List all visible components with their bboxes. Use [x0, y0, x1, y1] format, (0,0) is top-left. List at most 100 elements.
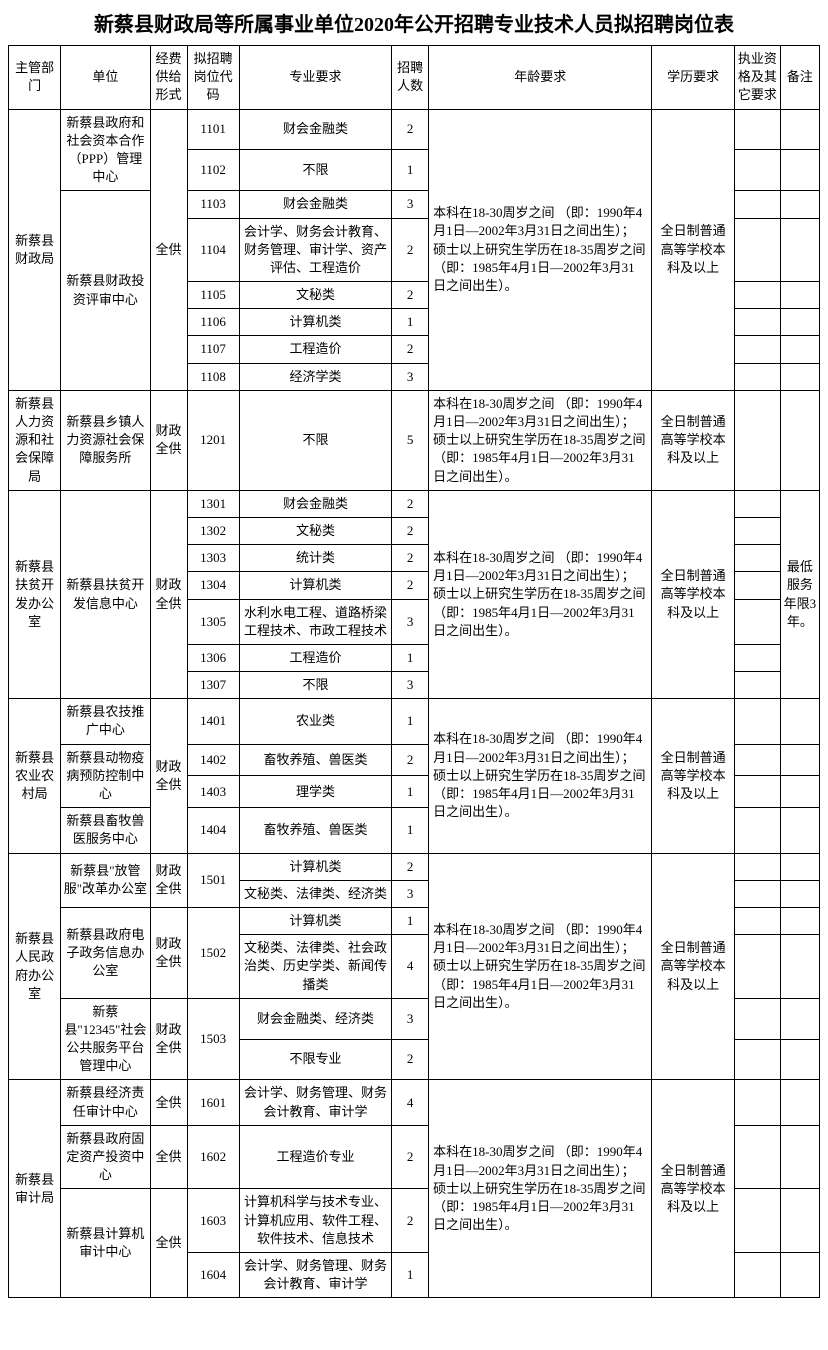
- cell-unit: 新蔡县农技推广中心: [61, 699, 150, 744]
- cell-major: 不限: [239, 150, 391, 191]
- cell-note: [780, 808, 819, 853]
- cell-major: 财会金融类: [239, 191, 391, 218]
- cell-code: 1604: [187, 1252, 239, 1297]
- cell-note: 最低服务年限3年。: [780, 490, 819, 699]
- cell-num: 5: [392, 390, 429, 490]
- cell-qual: [735, 1189, 781, 1253]
- cell-note: [780, 336, 819, 363]
- cell-qual: [735, 935, 781, 999]
- cell-num: 2: [392, 744, 429, 776]
- cell-note: [780, 1080, 819, 1125]
- cell-unit: 新蔡县扶贫开发信息中心: [61, 490, 150, 699]
- th-code: 拟招聘岗位代码: [187, 46, 239, 110]
- cell-qual: [735, 880, 781, 907]
- cell-note: [780, 776, 819, 808]
- cell-qual: [735, 672, 781, 699]
- cell-code: 1601: [187, 1080, 239, 1125]
- cell-code: 1304: [187, 572, 239, 599]
- cell-note: [780, 935, 819, 999]
- cell-dept: 新蔡县财政局: [9, 109, 61, 390]
- cell-note: [780, 744, 819, 776]
- cell-major: 会计学、财务管理、财务会计教育、审计学: [239, 1080, 391, 1125]
- cell-qual: [735, 336, 781, 363]
- recruit-table: 主管部门 单位 经费供给形式 拟招聘岗位代码 专业要求 招聘人数 年龄要求 学历…: [8, 45, 820, 1298]
- cell-qual: [735, 998, 781, 1039]
- cell-age: 本科在18-30周岁之间 （即：1990年4月1日—2002年3月31日之间出生…: [429, 390, 652, 490]
- cell-unit: 新蔡县畜牧兽医服务中心: [61, 808, 150, 853]
- cell-num: 2: [392, 1039, 429, 1080]
- cell-major: 工程造价: [239, 644, 391, 671]
- cell-major: 文秘类: [239, 282, 391, 309]
- cell-unit: 新蔡县"放管服"改革办公室: [61, 853, 150, 907]
- cell-qual: [735, 1039, 781, 1080]
- th-major: 专业要求: [239, 46, 391, 110]
- cell-dept: 新蔡县人民政府办公室: [9, 853, 61, 1080]
- cell-fund: 财政全供: [150, 490, 187, 699]
- cell-num: 1: [392, 644, 429, 671]
- cell-note: [780, 390, 819, 490]
- cell-num: 1: [392, 150, 429, 191]
- cell-major: 计算机类: [239, 309, 391, 336]
- cell-unit: 新蔡县乡镇人力资源社会保障服务所: [61, 390, 150, 490]
- cell-num: 2: [392, 853, 429, 880]
- cell-unit: 新蔡县政府电子政务信息办公室: [61, 907, 150, 998]
- cell-edu: 全日制普通高等学校本科及以上: [652, 490, 735, 699]
- cell-age: 本科在18-30周岁之间 （即：1990年4月1日—2002年3月31日之间出生…: [429, 1080, 652, 1298]
- cell-note: [780, 191, 819, 218]
- cell-num: 4: [392, 935, 429, 999]
- cell-major: 统计类: [239, 545, 391, 572]
- cell-code: 1503: [187, 998, 239, 1080]
- cell-major: 水利水电工程、道路桥梁工程技术、市政工程技术: [239, 599, 391, 644]
- table-row: 新蔡县财政局 新蔡县政府和社会资本合作（PPP）管理中心 全供 1101 财会金…: [9, 109, 820, 150]
- cell-num: 2: [392, 517, 429, 544]
- cell-code: 1303: [187, 545, 239, 572]
- th-num: 招聘人数: [392, 46, 429, 110]
- header-row: 主管部门 单位 经费供给形式 拟招聘岗位代码 专业要求 招聘人数 年龄要求 学历…: [9, 46, 820, 110]
- cell-code: 1104: [187, 218, 239, 282]
- cell-edu: 全日制普通高等学校本科及以上: [652, 699, 735, 853]
- cell-qual: [735, 109, 781, 150]
- cell-qual: [735, 853, 781, 880]
- cell-unit: 新蔡县政府固定资产投资中心: [61, 1125, 150, 1189]
- cell-code: 1305: [187, 599, 239, 644]
- cell-code: 1603: [187, 1189, 239, 1253]
- cell-qual: [735, 599, 781, 644]
- cell-note: [780, 1252, 819, 1297]
- cell-major: 工程造价专业: [239, 1125, 391, 1189]
- cell-code: 1306: [187, 644, 239, 671]
- cell-num: 1: [392, 309, 429, 336]
- th-unit: 单位: [61, 46, 150, 110]
- cell-qual: [735, 808, 781, 853]
- cell-qual: [735, 191, 781, 218]
- cell-code: 1101: [187, 109, 239, 150]
- cell-major: 文秘类、法律类、社会政治类、历史学类、新闻传播类: [239, 935, 391, 999]
- cell-major: 经济学类: [239, 363, 391, 390]
- cell-major: 计算机类: [239, 907, 391, 934]
- cell-qual: [735, 644, 781, 671]
- th-qual: 执业资格及其它要求: [735, 46, 781, 110]
- cell-qual: [735, 490, 781, 517]
- cell-num: 1: [392, 808, 429, 853]
- cell-num: 4: [392, 1080, 429, 1125]
- cell-major: 畜牧养殖、兽医类: [239, 808, 391, 853]
- cell-note: [780, 363, 819, 390]
- cell-code: 1401: [187, 699, 239, 744]
- cell-num: 2: [392, 1189, 429, 1253]
- cell-fund: 财政全供: [150, 699, 187, 853]
- cell-qual: [735, 363, 781, 390]
- cell-dept: 新蔡县农业农村局: [9, 699, 61, 853]
- cell-major: 不限: [239, 672, 391, 699]
- cell-unit: 新蔡县"12345"社会公共服务平台管理中心: [61, 998, 150, 1080]
- cell-num: 2: [392, 545, 429, 572]
- cell-note: [780, 109, 819, 150]
- table-row: 新蔡县审计局 新蔡县经济责任审计中心 全供 1601 会计学、财务管理、财务会计…: [9, 1080, 820, 1125]
- cell-qual: [735, 572, 781, 599]
- cell-qual: [735, 517, 781, 544]
- cell-fund: 全供: [150, 109, 187, 390]
- cell-qual: [735, 309, 781, 336]
- cell-num: 2: [392, 572, 429, 599]
- cell-qual: [735, 1080, 781, 1125]
- cell-major: 会计学、财务会计教育、财务管理、审计学、资产评估、工程造价: [239, 218, 391, 282]
- cell-major: 畜牧养殖、兽医类: [239, 744, 391, 776]
- table-row: 新蔡县扶贫开发办公室 新蔡县扶贫开发信息中心 财政全供 1301 财会金融类 2…: [9, 490, 820, 517]
